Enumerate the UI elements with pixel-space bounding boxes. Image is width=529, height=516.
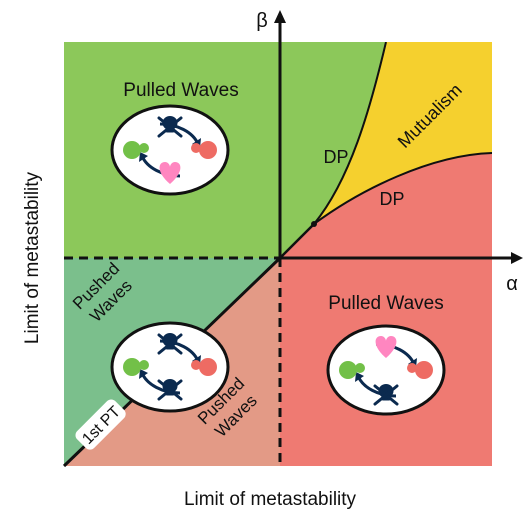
top-left-title: Pulled Waves — [123, 80, 238, 101]
dp-label-lower: DP — [379, 189, 404, 209]
interaction-icon-bottom-left — [110, 321, 230, 413]
species-a-icon — [123, 141, 149, 159]
interaction-icon-top-left — [110, 104, 230, 196]
y-axis-label: β — [256, 10, 268, 32]
heart-icon — [159, 162, 181, 184]
heart-icon — [375, 336, 397, 358]
species-a-icon — [123, 358, 149, 376]
bottom-right-title: Pulled Waves — [328, 293, 443, 314]
region-mutualism — [314, 42, 492, 224]
x-axis-label: α — [506, 273, 518, 295]
species-a-icon — [339, 361, 365, 379]
left-axis-label: Limit of metastability — [22, 171, 43, 344]
species-b-icon — [191, 358, 217, 376]
y-axis-arrow — [274, 10, 286, 23]
species-b-icon — [407, 361, 433, 379]
dp-line-lower — [279, 223, 315, 259]
x-axis-arrow — [511, 252, 523, 264]
dp-label-upper: DP — [323, 147, 348, 167]
tricritical-point — [311, 221, 317, 227]
region-top-right-green — [280, 42, 386, 258]
species-b-icon — [191, 141, 217, 159]
interaction-icon-bottom-right — [326, 324, 446, 416]
bottom-axis-label: Limit of metastability — [184, 489, 357, 510]
